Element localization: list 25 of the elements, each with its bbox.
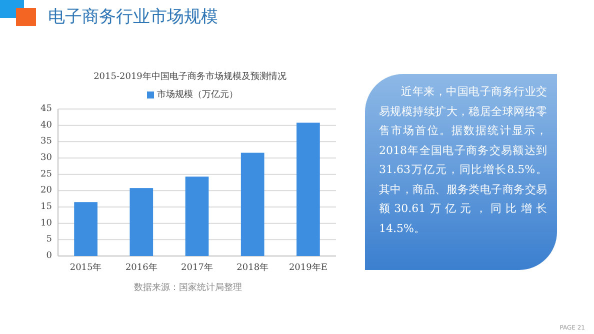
y-tick-label: 15	[40, 202, 52, 212]
y-tick-label: 40	[40, 120, 52, 130]
x-tick-label: 2017年	[181, 262, 213, 273]
x-tick-label: 2016年	[125, 262, 158, 273]
y-tick-label: 45	[40, 104, 52, 114]
bar	[130, 188, 154, 256]
legend-label: 市场规模（万亿元）	[157, 89, 238, 100]
x-tick-label: 2018年	[236, 262, 269, 273]
y-tick-label: 35	[40, 136, 52, 147]
y-tick-label: 20	[40, 186, 52, 196]
bar	[240, 152, 264, 256]
bar	[185, 176, 209, 256]
source-note: 数据来源：国家统计局整理	[134, 282, 242, 293]
bar	[296, 122, 320, 256]
y-tick-label: 30	[40, 153, 52, 163]
y-tick-label: 5	[46, 234, 52, 245]
x-tick-label: 2015年	[70, 262, 102, 273]
chart-title: 电子商务行业市场规模	[48, 7, 218, 27]
y-tick-label: 0	[46, 251, 52, 261]
chart-subtitle: 2015-2019年中国电子商务市场规模及预测情况	[94, 71, 286, 82]
x-tick-label: 2019年E	[288, 262, 328, 273]
y-tick-label: 10	[40, 218, 52, 228]
bar	[74, 202, 98, 256]
text: 近年来，中国电子商务行业交易规模持续扩大，稳居全球网络零售市场首位。据数据统计显示，2018年全国电子商务交易额达到31.63万亿元，同比增长8.5%。其中，商品、服务类电子商务交易额30.61万亿元，同比增长14.5%。	[365, 74, 557, 270]
y-tick-label: 25	[40, 169, 52, 180]
